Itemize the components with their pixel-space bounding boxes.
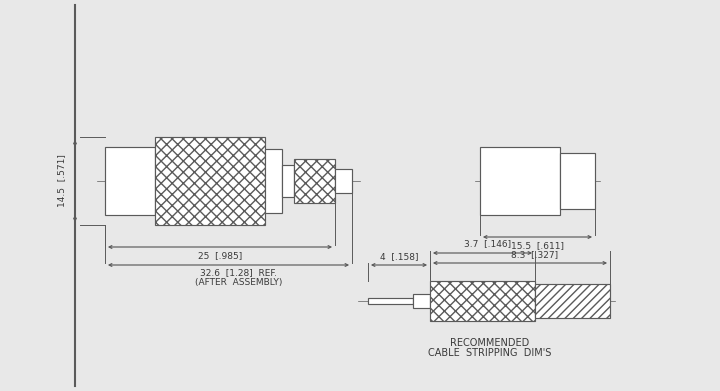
Text: 8.3  [.327]: 8.3 [.327]: [511, 251, 559, 260]
Text: 4  [.158]: 4 [.158]: [379, 253, 418, 262]
Bar: [282, 165, 294, 197]
Bar: [335, 169, 352, 193]
Bar: [265, 149, 282, 213]
Text: 3.7  [.146]: 3.7 [.146]: [464, 240, 511, 249]
Text: 15.5  [.611]: 15.5 [.611]: [511, 242, 564, 251]
Text: RECOMMENDED: RECOMMENDED: [451, 338, 530, 348]
Bar: [560, 153, 595, 209]
Text: 14.5  [.571]: 14.5 [.571]: [58, 154, 66, 208]
Bar: [105, 147, 155, 215]
Text: 25  [.985]: 25 [.985]: [198, 251, 242, 260]
Bar: [155, 137, 265, 225]
Bar: [480, 147, 560, 215]
Bar: [294, 159, 335, 203]
Bar: [535, 284, 610, 318]
Bar: [413, 294, 430, 308]
Bar: [430, 281, 535, 321]
Text: CABLE  STRIPPING  DIM'S: CABLE STRIPPING DIM'S: [428, 348, 552, 358]
Text: (AFTER  ASSEMBLY): (AFTER ASSEMBLY): [195, 278, 282, 287]
Bar: [368, 298, 413, 304]
Text: 32.6  [1.28]  REF.: 32.6 [1.28] REF.: [200, 269, 277, 278]
